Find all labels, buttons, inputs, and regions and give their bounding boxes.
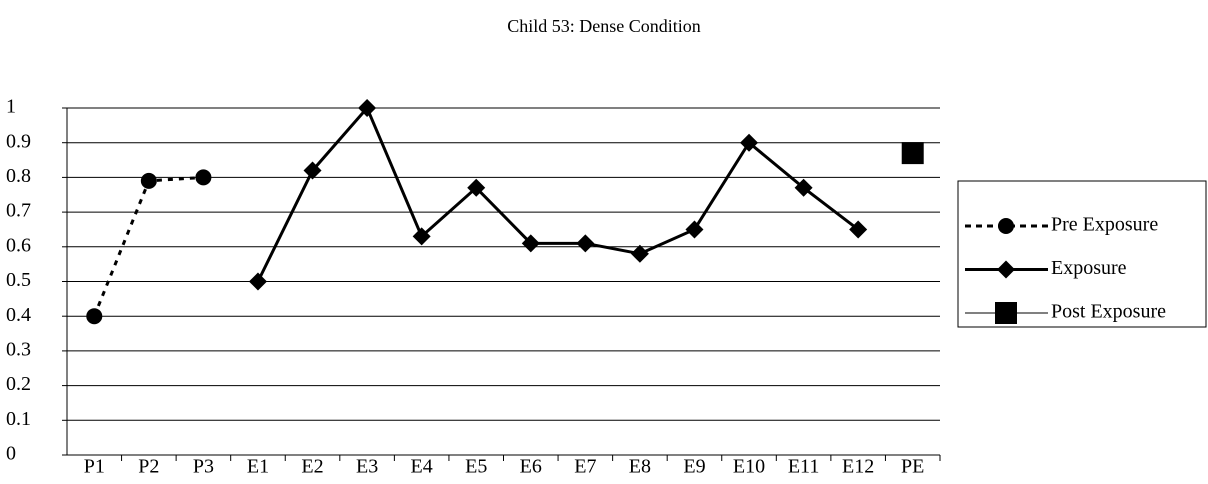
chart-title: Child 53: Dense Condition <box>507 16 701 36</box>
x-tick-label: E1 <box>247 456 269 478</box>
legend-label: Pre Exposure <box>1051 214 1158 236</box>
x-tick-label: PE <box>901 456 924 478</box>
y-tick-label: 0.8 <box>6 165 31 187</box>
x-tick-label: P2 <box>138 456 159 478</box>
y-tick-label: 1 <box>6 96 16 118</box>
x-tick-label: E5 <box>465 456 487 478</box>
marker <box>521 234 540 253</box>
legend-marker <box>998 218 1014 234</box>
y-tick-label: 0 <box>6 443 16 465</box>
marker <box>358 99 377 117</box>
legend-label: Exposure <box>1051 257 1127 279</box>
x-tick-label: P1 <box>84 456 105 478</box>
marker <box>740 133 759 152</box>
legend-marker <box>995 302 1017 324</box>
marker <box>576 234 595 253</box>
marker <box>140 172 157 189</box>
x-tick-label: E11 <box>788 456 819 478</box>
marker <box>849 220 868 239</box>
x-tick-label: E4 <box>411 456 433 478</box>
x-tick-label: E9 <box>683 456 705 478</box>
marker <box>303 161 322 180</box>
y-tick-label: 0.9 <box>6 130 31 152</box>
x-tick-label: E6 <box>520 456 542 478</box>
marker <box>195 169 212 186</box>
x-tick-label: P3 <box>193 456 214 478</box>
x-tick-label: E10 <box>733 456 765 478</box>
y-tick-label: 0.3 <box>6 338 31 360</box>
marker <box>412 227 431 246</box>
y-tick-label: 0.4 <box>6 304 31 326</box>
y-tick-label: 0.1 <box>6 408 31 430</box>
legend-marker <box>997 260 1015 279</box>
marker <box>794 178 813 197</box>
marker <box>685 220 704 239</box>
marker <box>630 244 649 263</box>
marker <box>86 308 103 325</box>
x-tick-label: E3 <box>356 456 378 478</box>
series-line <box>256 105 860 283</box>
marker <box>467 178 486 197</box>
y-tick-label: 0.6 <box>6 234 31 256</box>
marker <box>248 272 267 291</box>
x-tick-label: E2 <box>301 456 323 478</box>
x-tick-label: E7 <box>574 456 596 478</box>
marker <box>901 142 924 165</box>
x-tick-label: E12 <box>842 456 874 478</box>
y-tick-label: 0.2 <box>6 373 31 395</box>
y-tick-label: 0.7 <box>6 200 31 222</box>
y-tick-label: 0.5 <box>6 269 31 291</box>
legend-label: Post Exposure <box>1051 301 1166 323</box>
x-tick-label: E8 <box>629 456 651 478</box>
